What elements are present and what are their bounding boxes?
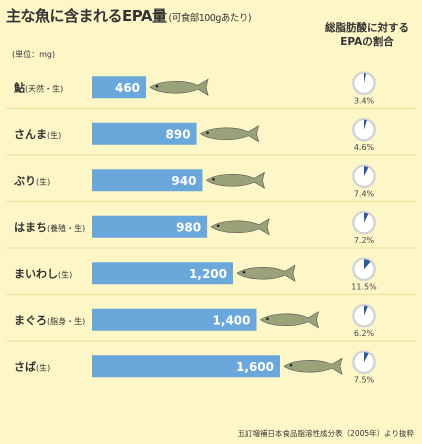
- ratio-header-line1: 総脂肪酸に対する: [325, 22, 409, 34]
- category-note: (生): [36, 362, 50, 372]
- bar-さんま: [92, 122, 197, 145]
- bar-value-label: 890: [166, 127, 191, 141]
- category-note: (生): [36, 176, 50, 186]
- pie-slice: [364, 166, 369, 177]
- ratio-label: 3.4%: [354, 96, 375, 105]
- fish-icon: [283, 357, 343, 375]
- bar-ぶり: [92, 169, 203, 192]
- pie-slice: [364, 259, 371, 270]
- pie-slice: [364, 119, 367, 130]
- category-label: はまち(養殖・生): [14, 221, 85, 234]
- category-note: (脂身・生): [47, 316, 85, 326]
- unit-label: (単位：mg): [12, 50, 56, 59]
- ratio-header: 総脂肪酸に対する EPAの割合: [318, 22, 416, 49]
- chart-subtitle: (可食部100gあたり): [168, 13, 252, 24]
- bar-まいわし: [92, 262, 233, 285]
- ratio-header-line2: EPAの割合: [340, 35, 394, 48]
- category-label: まぐろ(脂身・生): [14, 314, 85, 327]
- category-label: まいわし(生): [14, 267, 72, 280]
- category-label: 鮎(天然・生): [13, 80, 63, 94]
- fish-icon: [210, 218, 270, 236]
- bar-さば: [92, 355, 280, 378]
- bar-value-label: 940: [171, 174, 196, 188]
- chart-title: 主な魚に含まれるEPA量 (可食部100gあたり): [6, 5, 252, 26]
- ratio-label: 7.2%: [354, 236, 375, 245]
- pie-slice: [364, 352, 369, 363]
- bar-鮎: [92, 76, 147, 99]
- category-note: (養殖・生): [47, 223, 85, 233]
- category-label: さば(生): [14, 359, 50, 373]
- pie-slice: [364, 212, 369, 223]
- bar-value-label: 1,600: [236, 360, 274, 374]
- category-name: さんま: [14, 128, 47, 141]
- source-note: 五訂増補日本食品脂溶性成分表（2005年）より抜粋: [237, 429, 414, 438]
- fish-icon: [200, 125, 260, 143]
- bar-はまち: [92, 215, 208, 238]
- pie-slice: [364, 305, 368, 316]
- category-name: はまち: [14, 221, 47, 234]
- category-note: (生): [47, 130, 61, 140]
- bar-value-label: 980: [176, 220, 201, 234]
- category-note: (天然・生): [25, 83, 63, 93]
- bar-value-label: 1,200: [189, 267, 227, 281]
- category-name: さば: [14, 359, 36, 373]
- category-name: ぶり: [13, 174, 36, 187]
- category-name: まいわし: [14, 267, 58, 280]
- bar-まぐろ: [92, 308, 257, 331]
- ratio-label: 4.6%: [354, 143, 375, 152]
- category-note: (生): [58, 269, 72, 279]
- category-label: さんま(生): [14, 128, 61, 141]
- chart-title-main: 主な魚に含まれるEPA量: [6, 7, 167, 25]
- ratio-label: 11.5%: [351, 282, 377, 291]
- category-label: ぶり(生): [13, 174, 50, 187]
- ratio-label: 6.2%: [354, 329, 375, 338]
- ratio-label: 7.4%: [354, 189, 375, 198]
- bar-value-label: 460: [115, 81, 140, 95]
- fish-icon: [236, 264, 296, 282]
- fish-icon: [149, 78, 209, 96]
- bar-value-label: 1,400: [213, 313, 251, 327]
- ratio-label: 7.5%: [354, 375, 375, 384]
- category-name: 鮎: [13, 80, 25, 94]
- category-name: まぐろ: [14, 314, 47, 327]
- fish-icon: [259, 311, 319, 329]
- fish-icon: [205, 171, 265, 189]
- pie-slice: [364, 73, 367, 84]
